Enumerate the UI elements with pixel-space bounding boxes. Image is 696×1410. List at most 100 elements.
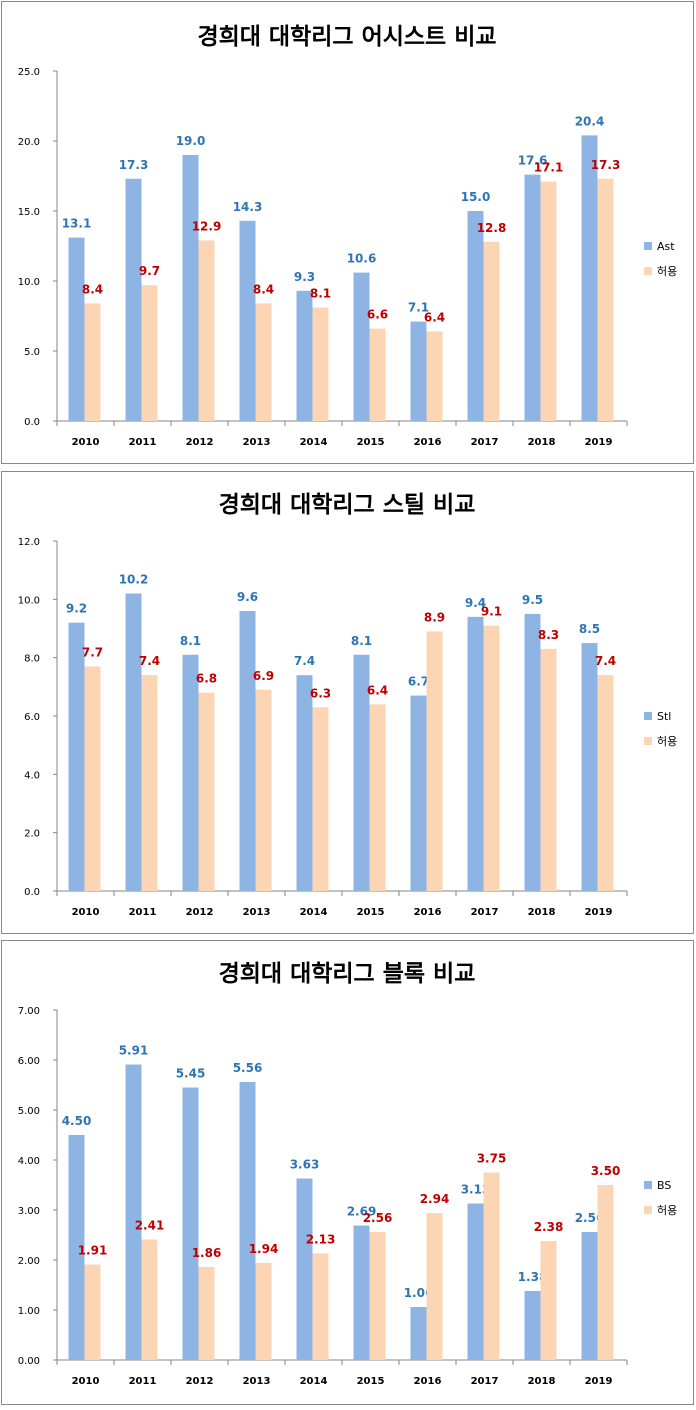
data-label: 19.0	[176, 134, 206, 148]
x-tick-label: 2011	[129, 907, 157, 918]
data-label: 7.4	[139, 654, 160, 668]
legend-label: 허용	[657, 265, 677, 278]
data-label: 1.91	[78, 1244, 108, 1258]
chart-title: 경희대 대학리그 어시스트 비교	[197, 24, 496, 50]
data-label: 8.9	[424, 610, 445, 624]
bar-team	[410, 321, 427, 421]
data-label: 9.2	[66, 602, 87, 616]
bar-team	[68, 237, 85, 421]
bar-allowed	[198, 1267, 215, 1360]
x-tick-label: 2011	[129, 1376, 157, 1387]
bar-team	[467, 1203, 484, 1360]
y-tick-label: 3.00	[18, 1206, 40, 1217]
y-tick-label: 5.00	[18, 1106, 40, 1117]
data-label: 10.2	[119, 573, 149, 587]
data-label: 6.7	[408, 675, 429, 689]
bar-allowed	[141, 1239, 158, 1360]
data-label: 4.50	[62, 1114, 92, 1128]
bar-team	[296, 675, 313, 891]
data-label: 3.75	[477, 1152, 507, 1166]
bar-team	[182, 1087, 199, 1360]
bar-allowed	[255, 1263, 272, 1360]
legend-label: 허용	[657, 735, 677, 748]
data-label: 12.9	[192, 219, 222, 233]
y-tick-label: 6.00	[18, 1056, 40, 1067]
data-label: 9.7	[139, 264, 160, 278]
bar-team	[524, 613, 541, 891]
data-label: 8.4	[253, 282, 274, 296]
x-tick-label: 2019	[585, 1376, 613, 1387]
bar-allowed	[540, 1241, 557, 1360]
bar-team	[353, 272, 370, 421]
y-tick-label: 8.0	[24, 654, 40, 665]
bar-allowed	[540, 181, 557, 421]
data-label: 1.86	[192, 1246, 222, 1260]
y-tick-label: 10.0	[18, 277, 40, 288]
legend-swatch	[644, 242, 652, 250]
bar-allowed	[141, 675, 158, 891]
x-tick-label: 2014	[300, 907, 328, 918]
data-label: 6.9	[253, 669, 274, 683]
x-tick-label: 2017	[471, 1376, 499, 1387]
data-label: 6.6	[367, 308, 388, 322]
data-label: 7.1	[408, 301, 429, 315]
bar-team	[239, 220, 256, 421]
bar-team	[125, 178, 142, 421]
bar-team	[353, 1225, 370, 1360]
bar-allowed	[483, 241, 500, 421]
assist-chart-panel: 경희대 대학리그 어시스트 비교 0.0 5.0 10.0 15.0 20.0 25.0 2…	[1, 1, 694, 464]
data-label: 15.0	[461, 190, 491, 204]
data-label: 7.4	[294, 654, 315, 668]
data-label: 9.5	[522, 593, 543, 607]
bar-allowed	[255, 689, 272, 891]
data-label: 2.56	[363, 1211, 393, 1225]
bar-team	[467, 616, 484, 891]
data-label: 6.3	[310, 686, 331, 700]
x-tick-label: 2015	[357, 1376, 385, 1387]
bar-team	[581, 643, 598, 891]
data-label: 5.45	[176, 1067, 206, 1081]
bar-allowed	[141, 285, 158, 421]
x-tick-label: 2016	[414, 1376, 442, 1387]
bar-allowed	[597, 675, 614, 891]
x-tick-label: 2010	[72, 1376, 100, 1387]
legend-swatch	[644, 1181, 652, 1189]
data-label: 2.13	[306, 1233, 336, 1247]
data-label: 20.4	[575, 114, 605, 128]
bar-allowed	[540, 648, 557, 891]
bar-team	[296, 1178, 313, 1360]
y-tick-label: 5.0	[24, 347, 40, 358]
bar-team	[524, 174, 541, 421]
legend-label: Ast	[657, 240, 675, 253]
y-tick-label: 12.0	[18, 537, 40, 548]
legend-label: Stl	[657, 710, 671, 723]
bar-allowed	[597, 178, 614, 421]
bar-allowed	[426, 331, 443, 421]
bar-allowed	[198, 240, 215, 421]
data-label: 13.1	[62, 217, 92, 231]
data-label: 6.8	[196, 672, 217, 686]
data-label: 9.3	[294, 270, 315, 284]
bar-allowed	[426, 631, 443, 891]
legend-swatch	[644, 712, 652, 720]
data-label: 6.4	[367, 683, 388, 697]
x-tick-label: 2016	[414, 437, 442, 448]
data-label: 9.6	[237, 590, 258, 604]
data-label: 8.3	[538, 628, 559, 642]
x-tick-label: 2018	[528, 437, 556, 448]
bar-allowed	[597, 1185, 614, 1360]
bar-team	[467, 211, 484, 421]
y-tick-label: 15.0	[18, 207, 40, 218]
steal-chart-panel: 경희대 대학리그 스틸 비교 0.0 2.0 4.0 6.0 8.0 10.0 12.0 20…	[1, 471, 694, 934]
bar-allowed	[84, 303, 101, 421]
bar-team	[410, 1307, 427, 1360]
bar-team	[353, 654, 370, 891]
block-chart-panel: 경희대 대학리그 블록 비교 0.00 1.00 2.00 3.00 4.00 5.00 6…	[1, 940, 694, 1405]
bar-allowed	[369, 704, 386, 891]
data-label: 2.69	[347, 1205, 377, 1219]
data-label: 1.94	[249, 1242, 279, 1256]
data-label: 8.1	[310, 287, 331, 301]
x-tick-label: 2013	[243, 907, 271, 918]
x-tick-label: 2012	[186, 907, 214, 918]
data-label: 9.4	[465, 596, 486, 610]
